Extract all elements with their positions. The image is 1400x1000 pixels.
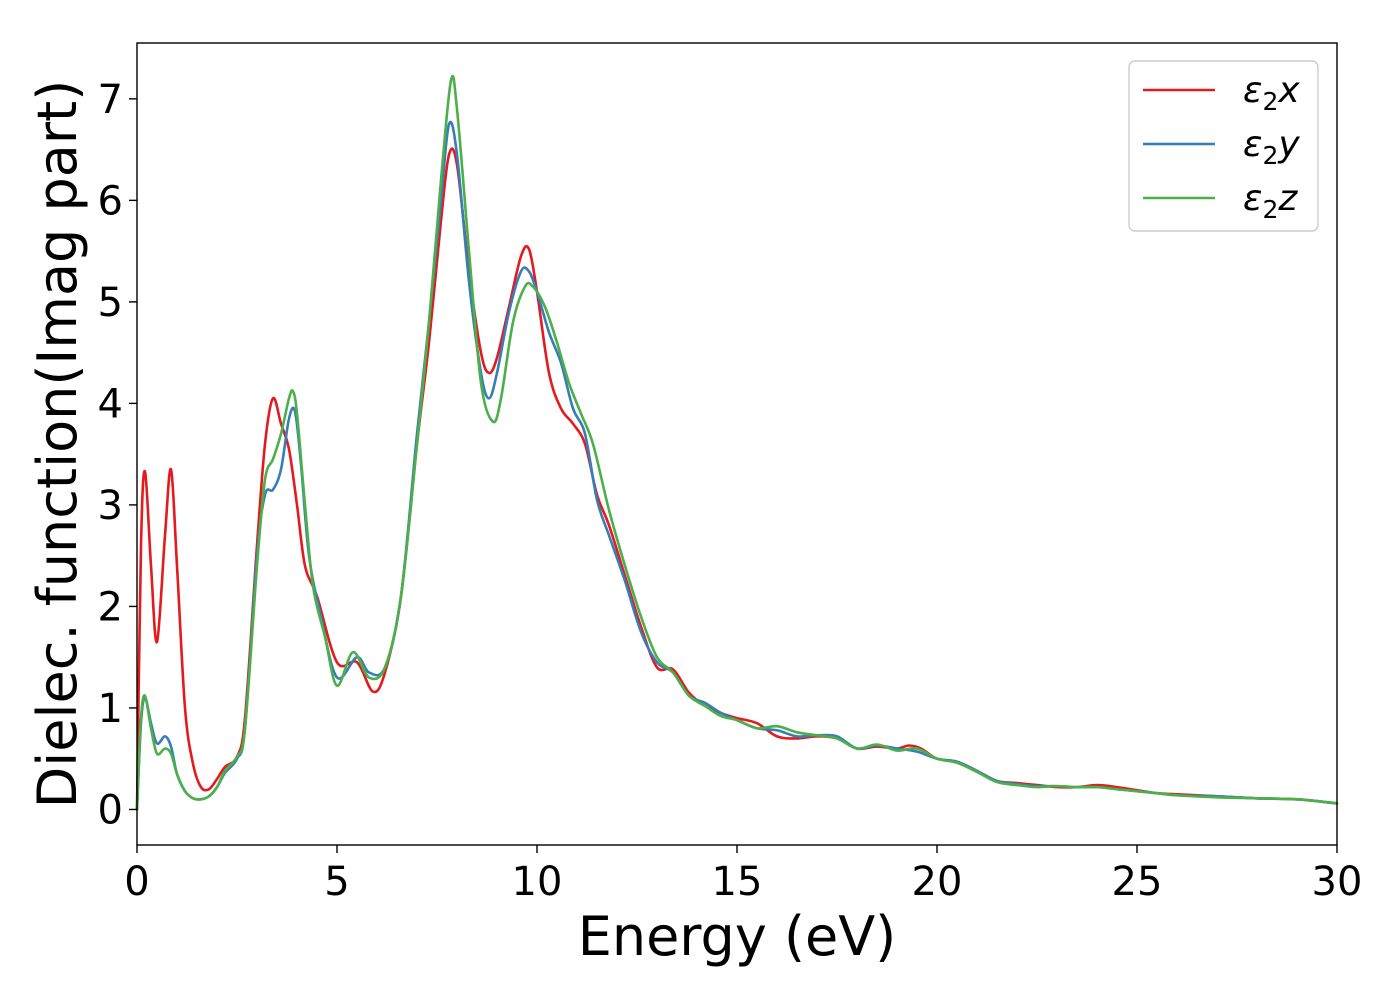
- y-tick-label: 0: [98, 787, 123, 833]
- y-tick-label: 6: [98, 178, 123, 224]
- legend: ε2x ε2y ε2z: [1128, 60, 1319, 232]
- y-axis-label: Dielec. function(Imag part): [26, 80, 89, 809]
- x-tick-label: 10: [512, 859, 563, 905]
- x-axis-label: Energy (eV): [578, 905, 897, 968]
- x-tick-label: 30: [1312, 859, 1363, 905]
- y-tick-label: 1: [98, 686, 123, 732]
- legend-box: [1128, 60, 1319, 232]
- y-tick-label: 2: [98, 584, 123, 630]
- x-tick-label: 20: [912, 859, 963, 905]
- series-lines: [135, 74, 1339, 811]
- x-tick-label: 0: [124, 859, 149, 905]
- x-axis-ticks: 0 5 10 15 20 25 30: [124, 845, 1362, 905]
- y-axis-ticks: 0 1 2 3 4 5 6 7: [98, 77, 137, 833]
- series-line-2: [135, 74, 1339, 811]
- y-tick-label: 7: [98, 77, 123, 123]
- y-tick-label: 4: [98, 381, 123, 427]
- x-tick-label: 15: [712, 859, 763, 905]
- y-tick-label: 5: [98, 280, 123, 326]
- y-tick-label: 3: [98, 483, 123, 529]
- legend-label-0: ε2x: [1243, 70, 1300, 116]
- legend-label-1: ε2y: [1243, 124, 1300, 170]
- x-tick-label: 25: [1112, 859, 1163, 905]
- x-tick-label: 5: [324, 859, 349, 905]
- legend-label-2: ε2z: [1243, 178, 1298, 224]
